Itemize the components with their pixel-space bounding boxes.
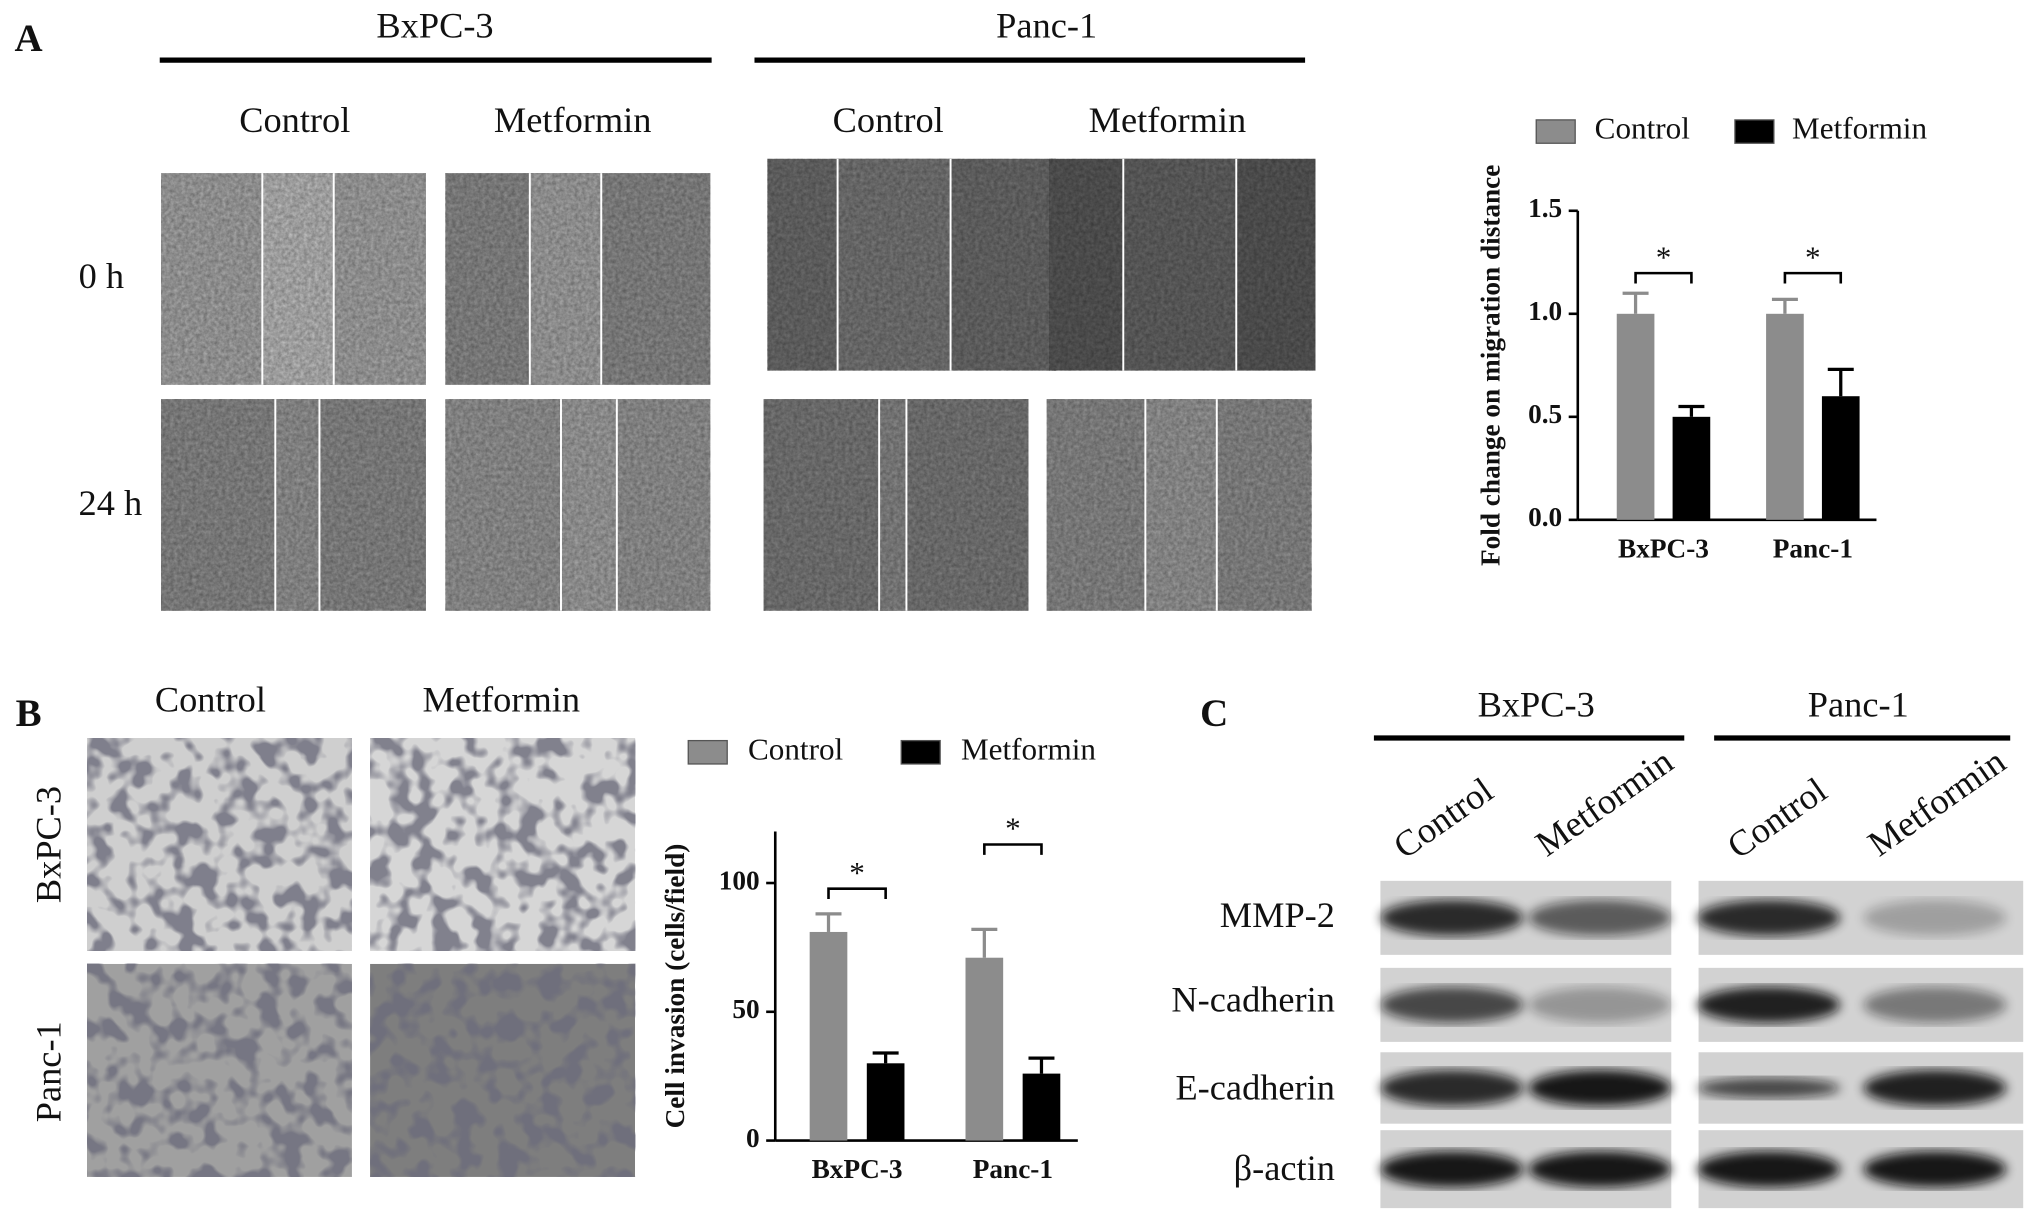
bar [965, 957, 1004, 1141]
group-label: BxPC-3 [376, 5, 493, 45]
significance-bracket [827, 887, 887, 900]
y-tick-label: 1.0 [1528, 296, 1562, 326]
texture [370, 963, 636, 1177]
protein-label: N-cadherin [1171, 979, 1335, 1019]
y-axis-title: Fold change on migration distance [1476, 165, 1506, 566]
blot-band [1863, 1150, 2007, 1188]
bar [1022, 1073, 1061, 1141]
lane-label: Control [1720, 770, 1834, 866]
blot-band [1528, 986, 1672, 1024]
lane-label: Metformin [1861, 741, 2013, 864]
blot-band [1697, 1150, 1841, 1188]
legend-label: Control [1595, 111, 1691, 146]
condition-label: Control [833, 100, 944, 140]
blot-band [1528, 1069, 1672, 1107]
bar [1821, 396, 1860, 520]
x-tick-label: BxPC-3 [1618, 533, 1709, 563]
texture [161, 399, 426, 611]
blot-band [1863, 1069, 2007, 1107]
legend-swatch [1734, 119, 1775, 144]
lane-label: Control [1386, 770, 1500, 866]
group-label: BxPC-3 [1478, 684, 1595, 724]
blot-band [1528, 899, 1672, 937]
legend-swatch [900, 739, 941, 765]
panel-label: B [16, 692, 42, 735]
texture [87, 738, 352, 951]
row-label: BxPC-3 [28, 786, 68, 903]
blot-band [1863, 986, 2007, 1024]
texture [767, 158, 1056, 371]
x-tick-label: BxPC-3 [812, 1154, 903, 1184]
blot-band [1863, 899, 2007, 937]
y-tick-label: 0.0 [1528, 502, 1562, 532]
bar [1766, 313, 1804, 520]
texture [1046, 399, 1312, 611]
lane-label: Metformin [1528, 741, 1680, 864]
legend-swatch [1535, 119, 1576, 144]
significance-bracket [983, 843, 1043, 855]
blot-band [1380, 986, 1524, 1024]
time-label: 24 h [79, 483, 143, 523]
row-label: Panc-1 [28, 1021, 68, 1122]
blot-band [1380, 1069, 1524, 1107]
protein-label: E-cadherin [1175, 1068, 1334, 1108]
condition-label: Control [239, 100, 350, 140]
blot-band [1528, 1150, 1672, 1188]
condition-label: Control [155, 679, 266, 719]
condition-label: Metformin [1089, 100, 1247, 140]
x-tick-label: Panc-1 [1773, 533, 1853, 563]
texture [445, 173, 711, 385]
significance-mark: * [1805, 239, 1821, 274]
bar [866, 1063, 905, 1141]
blot-band [1697, 899, 1841, 937]
blot-band [1697, 1077, 1841, 1099]
x-tick-label: Panc-1 [973, 1154, 1053, 1184]
panel-label: A [15, 17, 43, 60]
bar [809, 931, 848, 1141]
time-label: 0 h [79, 256, 124, 296]
condition-label: Metformin [494, 100, 652, 140]
legend-swatch [687, 739, 728, 765]
texture [370, 738, 636, 951]
significance-mark: * [1005, 811, 1021, 846]
bar [1672, 416, 1711, 520]
y-tick-label: 0.5 [1528, 399, 1562, 429]
group-label: Panc-1 [996, 5, 1097, 45]
significance-bracket [1783, 271, 1843, 284]
texture [161, 173, 426, 385]
texture [87, 963, 352, 1177]
significance-bracket [1634, 271, 1693, 284]
panel-label: C [1200, 692, 1228, 735]
texture [445, 399, 711, 611]
y-tick-label: 50 [732, 994, 759, 1024]
texture [1049, 158, 1316, 371]
blot-band [1697, 986, 1841, 1024]
group-label: Panc-1 [1808, 684, 1909, 724]
significance-mark: * [849, 855, 865, 890]
y-tick-label: 100 [719, 865, 760, 895]
blot-band [1380, 1150, 1524, 1188]
texture [763, 399, 1029, 611]
condition-label: Metformin [422, 679, 580, 719]
y-tick-label: 1.5 [1528, 193, 1562, 223]
y-axis-title: Cell invasion (cells/field) [660, 844, 690, 1129]
legend-label: Metformin [1792, 111, 1927, 146]
protein-label: MMP-2 [1220, 895, 1335, 935]
y-tick-label: 0 [746, 1123, 760, 1153]
bar [1616, 313, 1655, 520]
protein-label: β-actin [1234, 1148, 1335, 1188]
legend-label: Control [748, 731, 844, 766]
legend-label: Metformin [961, 731, 1096, 766]
blot-band [1380, 899, 1524, 937]
significance-mark: * [1656, 239, 1672, 274]
